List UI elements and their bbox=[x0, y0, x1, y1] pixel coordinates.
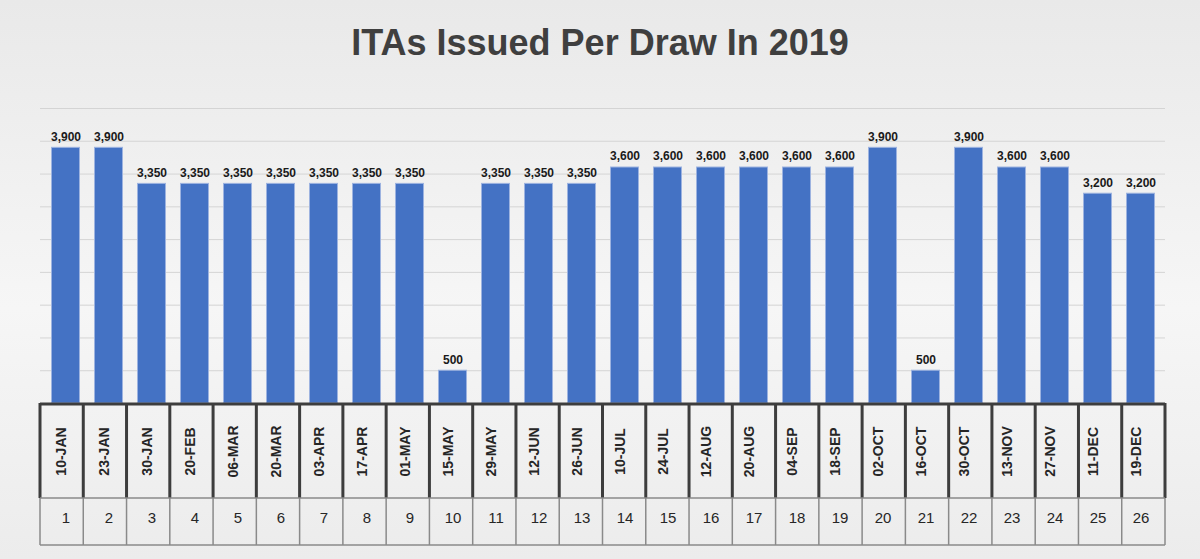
svg-text:3,600: 3,600 bbox=[610, 149, 640, 163]
svg-text:20-AUG: 20-AUG bbox=[741, 426, 757, 477]
svg-text:26-JUN: 26-JUN bbox=[569, 427, 585, 475]
svg-text:04-SEP: 04-SEP bbox=[784, 427, 800, 475]
svg-text:17: 17 bbox=[746, 509, 763, 526]
svg-text:24: 24 bbox=[1047, 509, 1064, 526]
svg-text:500: 500 bbox=[916, 353, 936, 367]
svg-text:15-MAY: 15-MAY bbox=[440, 426, 456, 477]
svg-text:3,600: 3,600 bbox=[739, 149, 769, 163]
svg-text:3,350: 3,350 bbox=[352, 166, 382, 180]
svg-text:16: 16 bbox=[703, 509, 720, 526]
svg-text:6: 6 bbox=[277, 509, 285, 526]
svg-text:20: 20 bbox=[875, 509, 892, 526]
svg-text:3,600: 3,600 bbox=[653, 149, 683, 163]
svg-text:3,600: 3,600 bbox=[1040, 149, 1070, 163]
svg-text:1: 1 bbox=[62, 509, 70, 526]
svg-text:10: 10 bbox=[445, 509, 462, 526]
svg-text:21: 21 bbox=[918, 509, 935, 526]
svg-text:10-JUL: 10-JUL bbox=[612, 428, 628, 475]
svg-text:3,600: 3,600 bbox=[825, 149, 855, 163]
svg-text:11: 11 bbox=[488, 509, 504, 526]
svg-text:23-JAN: 23-JAN bbox=[96, 427, 112, 475]
svg-text:3,350: 3,350 bbox=[395, 166, 425, 180]
svg-text:3,350: 3,350 bbox=[567, 166, 597, 180]
svg-text:17-APR: 17-APR bbox=[354, 427, 370, 477]
svg-text:4: 4 bbox=[191, 509, 199, 526]
svg-text:3,900: 3,900 bbox=[954, 130, 984, 144]
svg-text:5: 5 bbox=[234, 509, 242, 526]
svg-text:2: 2 bbox=[105, 509, 113, 526]
svg-text:20-FEB: 20-FEB bbox=[182, 427, 198, 475]
svg-text:22: 22 bbox=[961, 509, 978, 526]
svg-text:3,350: 3,350 bbox=[137, 166, 167, 180]
svg-text:3: 3 bbox=[148, 509, 156, 526]
html-text:ITAs Issued Per Draw In 2019: ITAs Issued Per Draw In 2019 bbox=[351, 22, 849, 63]
svg-text:3,350: 3,350 bbox=[266, 166, 296, 180]
svg-text:16-OCT: 16-OCT bbox=[913, 426, 929, 476]
svg-text:3,350: 3,350 bbox=[180, 166, 210, 180]
svg-text:8: 8 bbox=[363, 509, 371, 526]
svg-text:3,600: 3,600 bbox=[782, 149, 812, 163]
svg-text:06-MAR: 06-MAR bbox=[225, 425, 241, 477]
svg-text:03-APR: 03-APR bbox=[311, 427, 327, 477]
svg-text:27-NOV: 27-NOV bbox=[1042, 426, 1058, 477]
svg-text:20-MAR: 20-MAR bbox=[268, 425, 284, 477]
svg-text:3,350: 3,350 bbox=[524, 166, 554, 180]
svg-text:3,200: 3,200 bbox=[1126, 176, 1156, 190]
svg-text:12: 12 bbox=[531, 509, 548, 526]
svg-text:30-JAN: 30-JAN bbox=[139, 427, 155, 475]
svg-text:500: 500 bbox=[443, 353, 463, 367]
svg-text:24-JUL: 24-JUL bbox=[655, 428, 671, 475]
svg-text:12-JUN: 12-JUN bbox=[526, 427, 542, 475]
svg-text:23: 23 bbox=[1004, 509, 1021, 526]
svg-text:15: 15 bbox=[660, 509, 677, 526]
svg-text:11-DEC: 11-DEC bbox=[1085, 427, 1101, 476]
svg-text:3,350: 3,350 bbox=[309, 166, 339, 180]
svg-text:02-OCT: 02-OCT bbox=[870, 426, 886, 476]
svg-text:12-AUG: 12-AUG bbox=[698, 426, 714, 477]
svg-text:18: 18 bbox=[789, 509, 806, 526]
svg-text:30-OCT: 30-OCT bbox=[956, 426, 972, 476]
svg-text:3,350: 3,350 bbox=[223, 166, 253, 180]
svg-text:25: 25 bbox=[1090, 509, 1107, 526]
svg-text:26: 26 bbox=[1133, 509, 1150, 526]
svg-text:3,900: 3,900 bbox=[868, 130, 898, 144]
svg-text:19: 19 bbox=[832, 509, 849, 526]
svg-text:13: 13 bbox=[574, 509, 591, 526]
svg-text:13-NOV: 13-NOV bbox=[999, 426, 1015, 477]
svg-text:3,900: 3,900 bbox=[94, 130, 124, 144]
svg-text:7: 7 bbox=[320, 509, 328, 526]
svg-text:01-MAY: 01-MAY bbox=[397, 426, 413, 477]
svg-text:3,900: 3,900 bbox=[51, 130, 81, 144]
svg-text:19-DEC: 19-DEC bbox=[1128, 427, 1144, 477]
svg-text:3,350: 3,350 bbox=[481, 166, 511, 180]
svg-text:29-MAY: 29-MAY bbox=[483, 426, 499, 477]
svg-text:3,600: 3,600 bbox=[997, 149, 1027, 163]
svg-text:10-JAN: 10-JAN bbox=[53, 427, 69, 475]
svg-text:9: 9 bbox=[406, 509, 414, 526]
svg-text:3,600: 3,600 bbox=[696, 149, 726, 163]
svg-text:14: 14 bbox=[617, 509, 634, 526]
svg-text:18-SEP: 18-SEP bbox=[827, 427, 843, 475]
svg-text:3,200: 3,200 bbox=[1083, 176, 1113, 190]
